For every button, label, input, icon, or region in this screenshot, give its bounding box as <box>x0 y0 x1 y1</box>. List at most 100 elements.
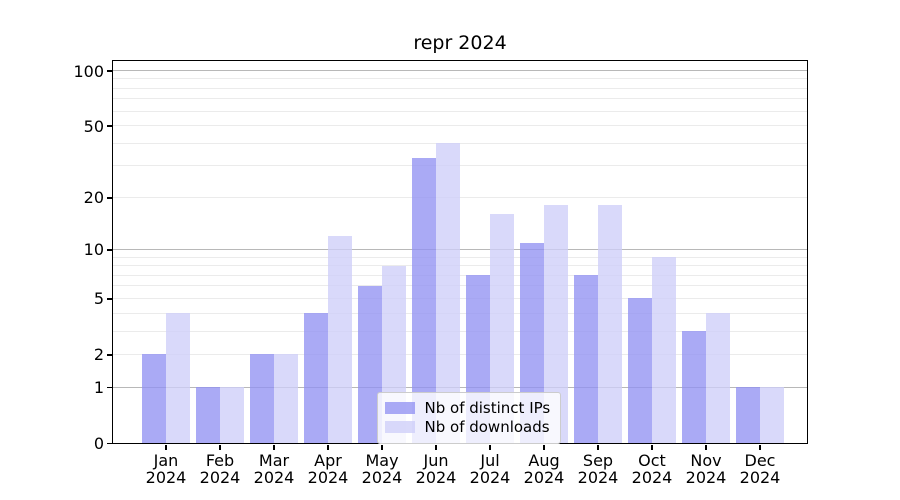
x-tick-label-year-jan: 2024 <box>145 468 187 487</box>
x-tick-label-year-nov: 2024 <box>685 468 727 487</box>
x-tick-label-month-jan: Jan <box>153 451 179 470</box>
bar-nb-of-distinct-ips-mar-2024 <box>249 354 274 443</box>
gridline-minor-9 <box>112 256 807 258</box>
x-tick-label-month-mar: Mar <box>258 451 290 470</box>
x-tick-mark-nov <box>705 445 707 450</box>
x-tick-mark-mar <box>273 445 275 450</box>
x-tick-label-month-aug: Aug <box>528 451 560 470</box>
y-tick-label-5: 5 <box>93 289 104 309</box>
x-tick-mark-aug <box>543 445 545 450</box>
legend-item-nb-of-downloads: Nb of downloads <box>384 418 551 436</box>
bar-nb-of-downloads-mar-2024 <box>273 354 298 443</box>
y-tick-mark-100 <box>106 70 112 72</box>
y-tick-mark-1 <box>106 386 112 389</box>
x-tick-label-jun: Jun 2024 <box>401 452 471 486</box>
x-tick-mark-jun <box>435 445 437 450</box>
gridline-minor-80 <box>112 87 807 89</box>
x-tick-label-jul: Jul 2024 <box>455 452 525 486</box>
x-tick-label-month-feb: Feb <box>205 451 235 470</box>
y-tick-label-100: 100 <box>73 61 104 81</box>
x-tick-label-year-oct: 2024 <box>631 468 673 487</box>
y-tick-mark-50 <box>106 125 112 127</box>
x-tick-label-year-apr: 2024 <box>307 468 349 487</box>
gridline-minor-30 <box>112 165 807 167</box>
chart-title: repr 2024 <box>413 32 507 54</box>
x-tick-label-feb: Feb 2024 <box>185 452 255 486</box>
bar-nb-of-distinct-ips-feb-2024 <box>195 387 220 443</box>
x-tick-label-month-may: May <box>365 451 399 470</box>
x-tick-label-nov: Nov 2024 <box>671 452 741 486</box>
y-tick-mark-20 <box>106 197 112 199</box>
gridline-major-10 <box>112 248 807 250</box>
legend-label-nb-of-distinct-ips: Nb of distinct IPs <box>424 398 551 417</box>
gridline-minor-40 <box>112 142 807 144</box>
bar-nb-of-downloads-nov-2024 <box>705 313 730 443</box>
gridline-minor-70 <box>112 98 807 100</box>
gridline-minor-2 <box>112 353 807 355</box>
gridline-minor-60 <box>112 110 807 112</box>
gridline-minor-7 <box>112 274 807 276</box>
x-tick-label-month-jul: Jul <box>480 451 500 470</box>
bar-nb-of-distinct-ips-dec-2024 <box>735 387 760 443</box>
x-tick-label-year-jul: 2024 <box>469 468 511 487</box>
plot-area: Nb of distinct IPs Nb of downloads <box>111 59 808 444</box>
x-tick-label-apr: Apr 2024 <box>293 452 363 486</box>
bar-nb-of-downloads-jan-2024 <box>165 313 190 443</box>
x-tick-label-oct: Oct 2024 <box>617 452 687 486</box>
x-tick-label-month-jun: Jun <box>423 451 449 470</box>
gridline-major-100 <box>112 70 807 72</box>
x-tick-label-month-apr: Apr <box>314 451 342 470</box>
y-tick-mark-10 <box>106 249 112 251</box>
x-tick-mark-jan <box>165 445 167 450</box>
y-tick-mark-0 <box>106 442 112 445</box>
x-tick-label-sep: Sep 2024 <box>563 452 633 486</box>
bar-nb-of-downloads-dec-2024 <box>759 387 784 443</box>
gridline-minor-90 <box>112 78 807 80</box>
y-tick-label-0: 0 <box>93 434 104 453</box>
bar-nb-of-downloads-oct-2024 <box>651 257 676 443</box>
y-tick-mark-5 <box>106 298 112 300</box>
x-tick-label-year-mar: 2024 <box>253 468 295 487</box>
x-tick-mark-dec <box>759 445 761 450</box>
x-tick-label-month-dec: Dec <box>744 451 776 470</box>
gridline-minor-4 <box>112 312 807 314</box>
x-tick-label-mar: Mar 2024 <box>239 452 309 486</box>
legend-item-nb-of-distinct-ips: Nb of distinct IPs <box>384 398 551 417</box>
legend-swatch-nb-of-distinct-ips <box>384 402 415 414</box>
y-tick-mark-2 <box>106 354 112 356</box>
y-tick-label-1: 1 <box>93 378 104 398</box>
x-tick-label-dec: Dec 2024 <box>725 452 795 486</box>
gridline-minor-20 <box>112 196 807 198</box>
x-tick-label-year-may: 2024 <box>361 468 403 487</box>
y-tick-label-20: 20 <box>83 188 104 208</box>
gridline-minor-5 <box>112 297 807 299</box>
x-tick-label-may: May 2024 <box>347 452 417 486</box>
legend: Nb of distinct IPs Nb of downloads <box>376 391 562 444</box>
x-tick-label-year-dec: 2024 <box>739 468 781 487</box>
x-tick-label-aug: Aug 2024 <box>509 452 579 486</box>
x-tick-label-month-nov: Nov <box>690 451 722 470</box>
gridline-minor-50 <box>112 125 807 127</box>
x-tick-label-month-oct: Oct <box>638 451 666 470</box>
x-tick-mark-oct <box>651 445 653 450</box>
legend-swatch-nb-of-downloads <box>384 421 415 433</box>
x-tick-mark-sep <box>597 445 599 450</box>
bar-nb-of-distinct-ips-apr-2024 <box>303 313 328 443</box>
x-tick-label-year-jun: 2024 <box>415 468 457 487</box>
bar-nb-of-downloads-feb-2024 <box>219 387 244 443</box>
y-tick-label-50: 50 <box>83 116 104 136</box>
bar-nb-of-distinct-ips-jan-2024 <box>141 354 166 443</box>
x-tick-label-year-aug: 2024 <box>523 468 565 487</box>
x-tick-label-month-sep: Sep <box>582 451 614 470</box>
x-tick-mark-may <box>381 445 383 450</box>
bar-nb-of-distinct-ips-nov-2024 <box>681 331 706 443</box>
gridline-major-1 <box>112 386 807 388</box>
x-tick-mark-feb <box>219 445 221 450</box>
x-tick-label-year-feb: 2024 <box>199 468 241 487</box>
bar-nb-of-downloads-apr-2024 <box>327 236 352 443</box>
y-tick-label-10: 10 <box>83 240 104 260</box>
x-tick-label-year-sep: 2024 <box>577 468 619 487</box>
x-tick-mark-apr <box>327 445 329 450</box>
x-tick-label-jan: Jan 2024 <box>131 452 201 486</box>
